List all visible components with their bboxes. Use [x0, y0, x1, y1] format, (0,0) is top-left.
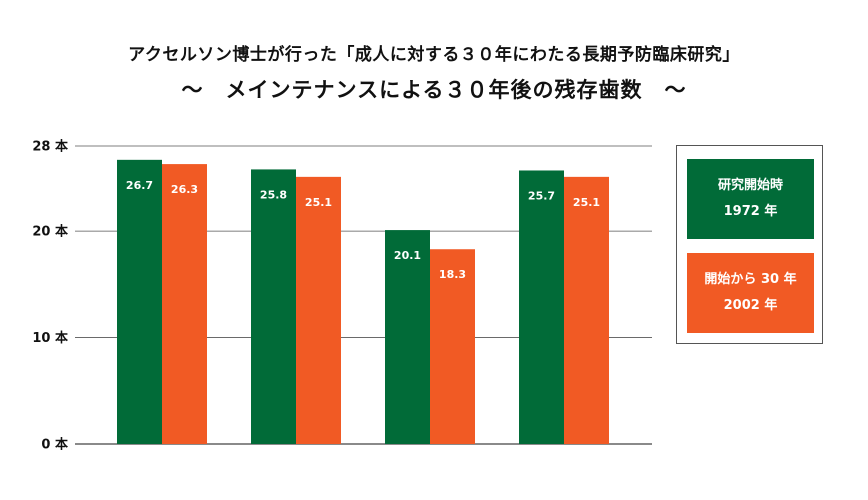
data-label: 25.1: [573, 196, 600, 209]
data-label: 20.1: [394, 249, 421, 262]
legend-start-line2: 1972 年: [723, 204, 778, 219]
y-tick-label: 0 本: [41, 437, 68, 453]
data-label: 25.8: [260, 188, 287, 201]
bar-start: [385, 230, 430, 444]
bar-start: [519, 170, 564, 444]
bar-after: [296, 176, 341, 444]
chart-subtitle: ～ メインテナンスによる３０年後の残存歯数 ～: [181, 78, 687, 102]
bar-start: [117, 159, 162, 445]
y-tick-label: 28 本: [32, 139, 68, 155]
y-tick-label: 20 本: [32, 224, 68, 240]
legend: 研究開始時 1972 年 開始から 30 年 2002 年: [676, 145, 823, 344]
bar-after: [564, 176, 609, 444]
legend-item-start: 研究開始時 1972 年: [687, 159, 814, 239]
data-label: 25.1: [305, 196, 332, 209]
legend-item-after: 開始から 30 年 2002 年: [687, 253, 814, 333]
chart-title: アクセルソン博士が行った「成人に対する３０年にわたる長期予防臨床研究」: [128, 45, 740, 65]
legend-after-line2: 2002 年: [723, 298, 778, 313]
y-tick-label: 10 本: [32, 330, 68, 346]
data-label: 26.7: [126, 179, 153, 192]
data-label: 18.3: [439, 268, 466, 281]
legend-start-line1: 研究開始時: [717, 178, 783, 193]
bar-start: [251, 169, 296, 444]
data-label: 25.7: [528, 189, 555, 202]
legend-after-line1: 開始から 30 年: [704, 272, 797, 287]
bar-after: [430, 249, 475, 444]
data-label: 26.3: [171, 183, 198, 196]
bar-after: [162, 164, 207, 445]
